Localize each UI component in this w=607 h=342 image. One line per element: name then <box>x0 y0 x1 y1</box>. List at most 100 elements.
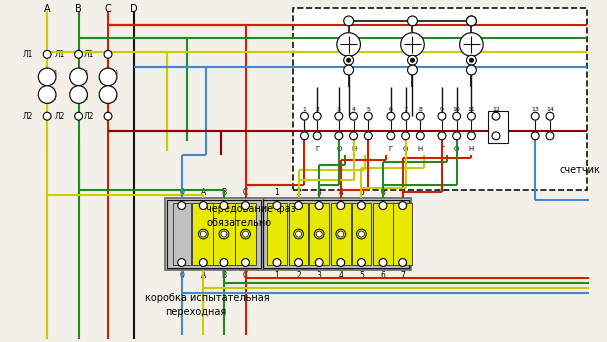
Text: 10: 10 <box>453 107 461 112</box>
Circle shape <box>316 231 322 237</box>
Text: 7: 7 <box>400 271 405 280</box>
Circle shape <box>43 50 51 58</box>
Circle shape <box>379 259 387 266</box>
Circle shape <box>467 65 476 75</box>
Circle shape <box>344 16 353 26</box>
Circle shape <box>315 259 323 266</box>
Circle shape <box>240 229 251 239</box>
Circle shape <box>219 229 229 239</box>
Circle shape <box>531 132 539 140</box>
Text: 1: 1 <box>302 107 307 112</box>
Bar <box>267 202 287 265</box>
Circle shape <box>387 132 395 140</box>
Bar <box>173 202 191 265</box>
Text: 2: 2 <box>296 271 301 280</box>
Text: 14: 14 <box>546 107 554 112</box>
Circle shape <box>199 259 207 266</box>
Text: A: A <box>44 4 50 14</box>
Text: 3: 3 <box>317 271 322 280</box>
Circle shape <box>407 55 418 65</box>
Bar <box>192 202 214 265</box>
Bar <box>373 202 393 265</box>
Text: Л2: Л2 <box>23 112 33 121</box>
Text: коробка испытательная: коробка испытательная <box>145 293 270 303</box>
Text: 6: 6 <box>381 188 385 197</box>
Text: Н: Н <box>351 146 356 152</box>
Text: Г: Г <box>389 146 393 152</box>
Circle shape <box>294 259 302 266</box>
Circle shape <box>296 231 302 237</box>
Circle shape <box>453 132 461 140</box>
Circle shape <box>199 202 207 210</box>
Circle shape <box>356 229 366 239</box>
Text: C: C <box>104 4 112 14</box>
Text: D: D <box>130 4 137 14</box>
Text: 2: 2 <box>53 96 56 101</box>
Circle shape <box>178 259 186 266</box>
Circle shape <box>221 231 227 237</box>
Circle shape <box>347 58 351 62</box>
Circle shape <box>336 229 346 239</box>
Circle shape <box>70 68 87 86</box>
Text: переходная: переходная <box>165 307 226 317</box>
Text: 12: 12 <box>494 124 502 130</box>
Circle shape <box>104 50 112 58</box>
Text: 3: 3 <box>337 107 341 112</box>
Circle shape <box>531 112 539 120</box>
Text: C: C <box>243 188 248 197</box>
Text: О: О <box>336 146 342 152</box>
Circle shape <box>364 132 372 140</box>
Circle shape <box>75 50 83 58</box>
Circle shape <box>335 132 343 140</box>
Text: Н: Н <box>418 146 423 152</box>
Text: 1: 1 <box>274 188 279 197</box>
Text: 4: 4 <box>338 188 343 197</box>
Circle shape <box>70 86 87 103</box>
Circle shape <box>492 112 500 120</box>
Text: 1: 1 <box>274 271 279 280</box>
Circle shape <box>407 16 418 26</box>
Circle shape <box>338 231 344 237</box>
Text: О: О <box>403 146 409 152</box>
Circle shape <box>337 259 345 266</box>
Circle shape <box>379 202 387 210</box>
Circle shape <box>313 132 321 140</box>
Circle shape <box>43 112 51 120</box>
Text: Л2: Л2 <box>84 112 94 121</box>
Circle shape <box>546 132 554 140</box>
Circle shape <box>200 231 206 237</box>
Circle shape <box>358 259 365 266</box>
Circle shape <box>492 132 500 140</box>
Text: B: B <box>222 271 226 280</box>
Circle shape <box>243 231 248 237</box>
Circle shape <box>387 112 395 120</box>
Text: 2: 2 <box>315 107 319 112</box>
Text: счетчик: счетчик <box>560 165 601 175</box>
Text: Л2: Л2 <box>55 112 65 121</box>
Bar <box>165 198 410 271</box>
Circle shape <box>300 112 308 120</box>
Text: B: B <box>75 4 82 14</box>
Circle shape <box>438 132 446 140</box>
Text: 0: 0 <box>179 271 184 280</box>
Bar <box>289 202 308 265</box>
Bar <box>293 8 588 190</box>
Circle shape <box>75 112 83 120</box>
Circle shape <box>467 112 475 120</box>
Text: Л1: Л1 <box>55 50 65 59</box>
Circle shape <box>467 132 475 140</box>
Circle shape <box>402 112 410 120</box>
Text: 1: 1 <box>114 70 117 76</box>
Text: 3: 3 <box>317 188 322 197</box>
Circle shape <box>314 229 324 239</box>
Bar <box>310 202 329 265</box>
Bar <box>167 200 261 268</box>
Text: Н: Н <box>469 146 474 152</box>
Circle shape <box>273 259 281 266</box>
Text: 12: 12 <box>492 107 500 112</box>
Text: C: C <box>243 271 248 280</box>
Circle shape <box>416 112 424 120</box>
Circle shape <box>313 112 321 120</box>
Circle shape <box>99 68 117 86</box>
Circle shape <box>399 259 407 266</box>
